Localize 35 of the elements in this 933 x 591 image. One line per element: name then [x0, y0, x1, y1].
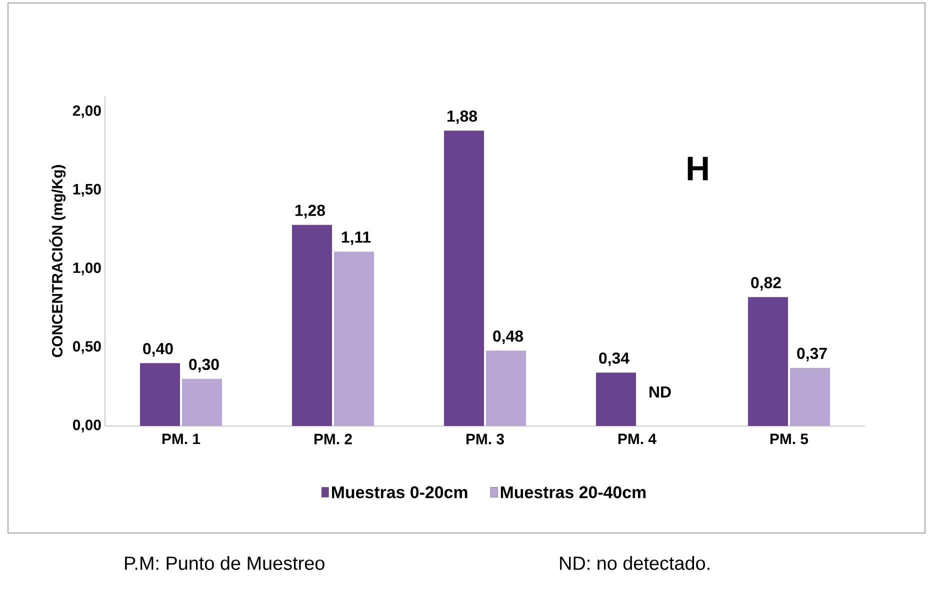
y-tick-label: 1,50 [73, 184, 101, 197]
bar [444, 130, 484, 426]
text: ND: no detectado. [560, 556, 710, 570]
y-tick-label: 2,00 [72, 105, 101, 118]
x-tick-label: PM. 1 [162, 434, 200, 444]
data-label: 1,88 [447, 110, 478, 124]
y-tick-label: 0,00 [72, 420, 101, 432]
y-tick-label: 1,00 [73, 262, 101, 276]
data-label: 0,34 [599, 352, 630, 366]
text: P.M: Punto de Muestreo [125, 556, 324, 570]
x-tick-label: PM. 2 [314, 434, 352, 444]
data-label: 0,30 [189, 358, 219, 372]
data-label: 0,37 [797, 348, 827, 362]
bar [596, 372, 636, 426]
x-tick-label: PM. 3 [466, 434, 504, 444]
bar [182, 378, 222, 426]
bar [748, 297, 788, 426]
annotation: ND [650, 386, 671, 398]
bar [292, 224, 332, 426]
bar [140, 363, 180, 426]
data-label: 0,48 [493, 330, 524, 344]
bar [334, 252, 374, 426]
bar [790, 368, 830, 426]
data-label: 0,40 [143, 343, 173, 357]
data-label: 1,11 [342, 232, 371, 246]
legend-label: Muestras 20-40cm [500, 486, 646, 498]
bar [486, 350, 526, 426]
y-tick-label: 0,50 [72, 341, 101, 354]
x-tick-label: PM. 4 [618, 434, 656, 444]
annotation: H [688, 156, 708, 180]
y-axis-title: CONCENTRACIÓN (mg/Kg) [49, 165, 66, 358]
legend-label: Muestras 0-20cm [332, 486, 468, 498]
data-label: 1,28 [295, 204, 326, 218]
data-label: 0,82 [751, 277, 781, 291]
x-tick-label: PM. 5 [770, 434, 808, 444]
